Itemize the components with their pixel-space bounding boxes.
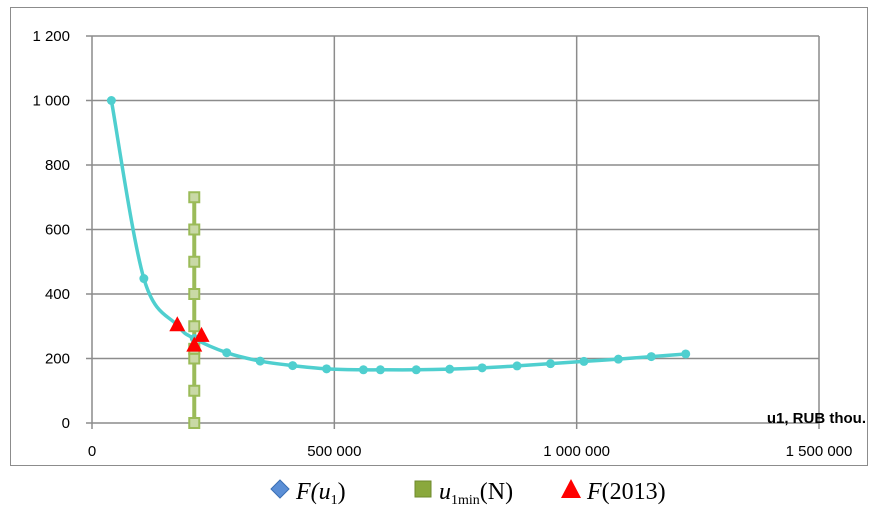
legend-label: F(2013) (586, 479, 666, 505)
point-F-u1 (681, 349, 691, 359)
point-F-u1 (512, 361, 522, 371)
y-tick-label: 0 (62, 415, 70, 432)
series-layer (106, 96, 691, 429)
point-F-u1 (288, 361, 298, 371)
point-F-u1 (106, 96, 116, 105)
chart-area (10, 7, 868, 466)
point-F-u1 (139, 274, 149, 284)
legend-marker-triangle (561, 479, 581, 498)
point-u1min (188, 288, 201, 300)
x-tick-label: 0 (88, 443, 96, 460)
point-F-u1 (358, 365, 368, 375)
point-F-2013 (193, 326, 210, 342)
point-F-2013 (169, 316, 186, 332)
tick-labels: 0 200 400 600 800 1 000 1 200 0 500 000 1 000 000… (32, 28, 852, 460)
point-F-u1 (445, 364, 455, 374)
legend-marker-square (414, 480, 432, 498)
x-tick-label: 500 000 (307, 443, 361, 460)
y-tick-label: 400 (45, 286, 70, 303)
y-tick-label: 1 000 (32, 93, 70, 110)
gridlines (92, 35, 820, 423)
x-tick-label: 1 000 000 (543, 443, 610, 460)
x-axis-label: u1, RUB thou. (767, 410, 866, 427)
point-F-u1 (477, 363, 487, 373)
axes (86, 35, 820, 429)
point-F-u1 (222, 348, 232, 358)
point-u1min (188, 255, 201, 268)
point-F-u1 (322, 364, 332, 374)
y-tick-label: 1 200 (32, 28, 70, 45)
point-u1min (188, 417, 201, 429)
x-tick-label: 1 500 000 (786, 443, 853, 460)
point-F-u1 (545, 359, 555, 369)
y-tick-label: 600 (45, 222, 70, 239)
y-tick-label: 800 (45, 157, 70, 174)
point-u1min (188, 320, 201, 333)
point-F-u1 (579, 356, 589, 366)
point-F-u1 (646, 352, 656, 362)
point-u1min (188, 384, 201, 397)
point-F-u1 (375, 365, 385, 375)
point-F-u1 (255, 356, 265, 366)
legend-marker-diamond (270, 479, 290, 499)
y-tick-label: 200 (45, 351, 70, 368)
point-F-u1 (411, 365, 421, 375)
point-F-u1 (613, 354, 623, 364)
point-u1min (188, 191, 201, 204)
point-u1min (188, 223, 201, 236)
point-u1min (188, 352, 201, 365)
point-F-2013 (186, 336, 203, 352)
legend: F(u1) u1min(N) F(2013) (270, 479, 666, 508)
legend-label: F(u1) (295, 479, 346, 508)
legend-label: u1min(N) (439, 479, 513, 508)
